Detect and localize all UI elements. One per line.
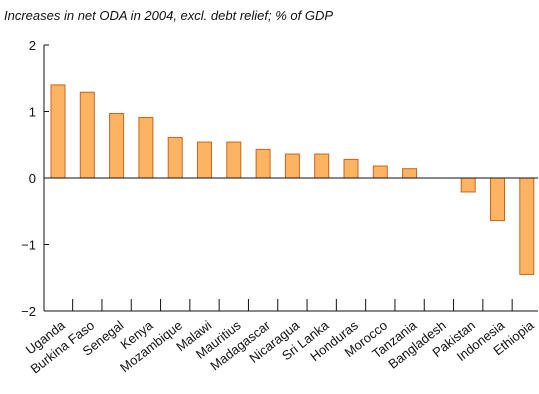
bar-nicaragua bbox=[284, 153, 300, 179]
axes-group bbox=[43, 44, 538, 312]
bar-mauritius bbox=[226, 141, 242, 179]
y-tick-label: 2 bbox=[29, 38, 36, 53]
bar-indonesia bbox=[490, 177, 505, 222]
bar-morocco bbox=[372, 165, 388, 179]
bar-uganda bbox=[50, 84, 66, 179]
bars-group bbox=[50, 84, 535, 275]
bar-senegal bbox=[109, 112, 125, 179]
bar-malawi bbox=[197, 141, 212, 179]
bar-sri-lanka bbox=[314, 153, 330, 179]
y-tick-label: 0 bbox=[29, 171, 36, 186]
bar-tanzania bbox=[402, 168, 418, 179]
bar-burkina-faso bbox=[79, 91, 95, 179]
y-tick-label: 1 bbox=[29, 105, 36, 120]
bar-kenya bbox=[138, 116, 154, 179]
bar-ethiopia bbox=[519, 177, 535, 275]
bar-mozambique bbox=[167, 136, 183, 179]
chart-title: Increases in net ODA in 2004, excl. debt… bbox=[4, 8, 334, 23]
bar-pakistan bbox=[460, 177, 476, 193]
y-tick-label: −2 bbox=[21, 304, 36, 319]
bar-madagascar bbox=[255, 148, 271, 179]
bar-honduras bbox=[343, 158, 359, 179]
y-tick-label: −1 bbox=[21, 238, 36, 253]
